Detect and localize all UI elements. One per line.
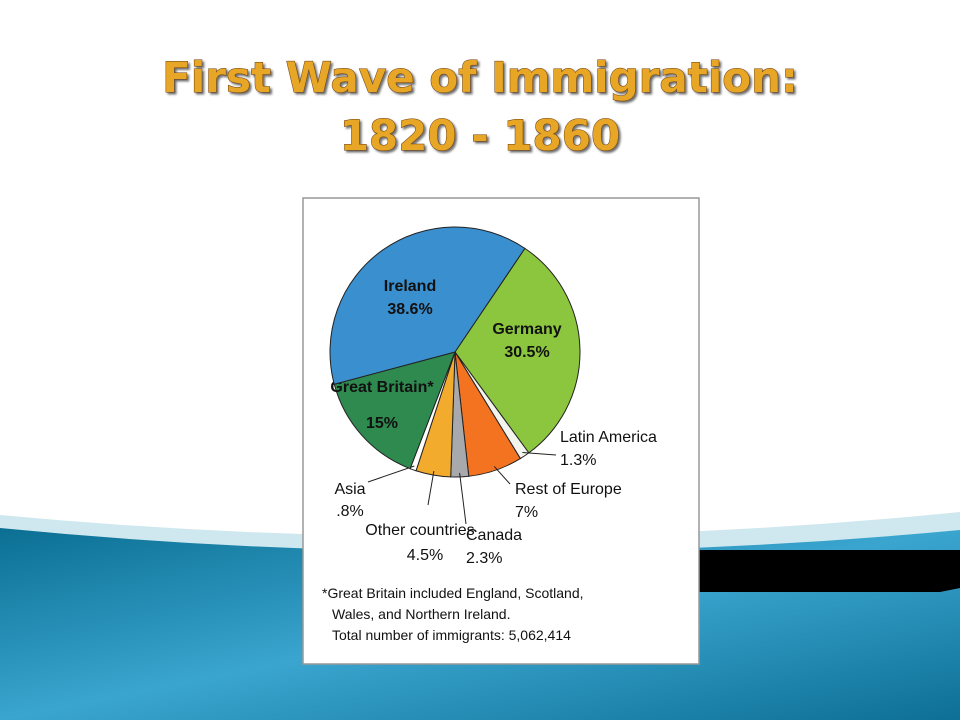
value-label: 30.5% — [504, 344, 549, 361]
slice-label: Germany — [492, 321, 561, 338]
leader-line — [522, 451, 557, 456]
value-label: 1.3% — [560, 452, 596, 469]
slice-label: Other countries — [365, 522, 474, 539]
leader-line — [493, 466, 511, 485]
slice-label: Asia — [334, 481, 365, 498]
title: First Wave of Immigration: — [162, 53, 798, 102]
black-band — [690, 550, 960, 592]
pie-slice — [333, 351, 456, 470]
value-label: 2.3% — [466, 550, 502, 567]
leader-line — [427, 471, 435, 506]
pie-slice — [329, 226, 526, 385]
note: Wales, and Northern Ireland. — [332, 606, 510, 622]
pie: Germany 30.5% Latin America 1.3% Rest of Eur… — [329, 226, 657, 567]
value-label: 15% — [366, 415, 398, 432]
leader-line — [367, 465, 415, 483]
leader-line — [459, 472, 467, 525]
value-label: 4.5% — [407, 547, 443, 564]
slice-label: Latin America — [560, 429, 657, 446]
slice-label: Great Britain* — [330, 379, 434, 396]
pie-slice — [454, 247, 581, 454]
slice-label: Rest of Europe — [515, 481, 622, 498]
value-label: 7% — [515, 504, 538, 521]
value-label: 38.6% — [387, 301, 432, 318]
slice-label: Ireland — [384, 278, 436, 295]
note: Total number of immigrants: 5,062,414 — [332, 627, 571, 643]
note: *Great Britain included England, Scotlan… — [322, 585, 584, 601]
subtitle: 1820 - 1860 — [340, 111, 620, 160]
slice-label: Canada — [466, 527, 522, 544]
value-label: .8% — [336, 503, 364, 520]
